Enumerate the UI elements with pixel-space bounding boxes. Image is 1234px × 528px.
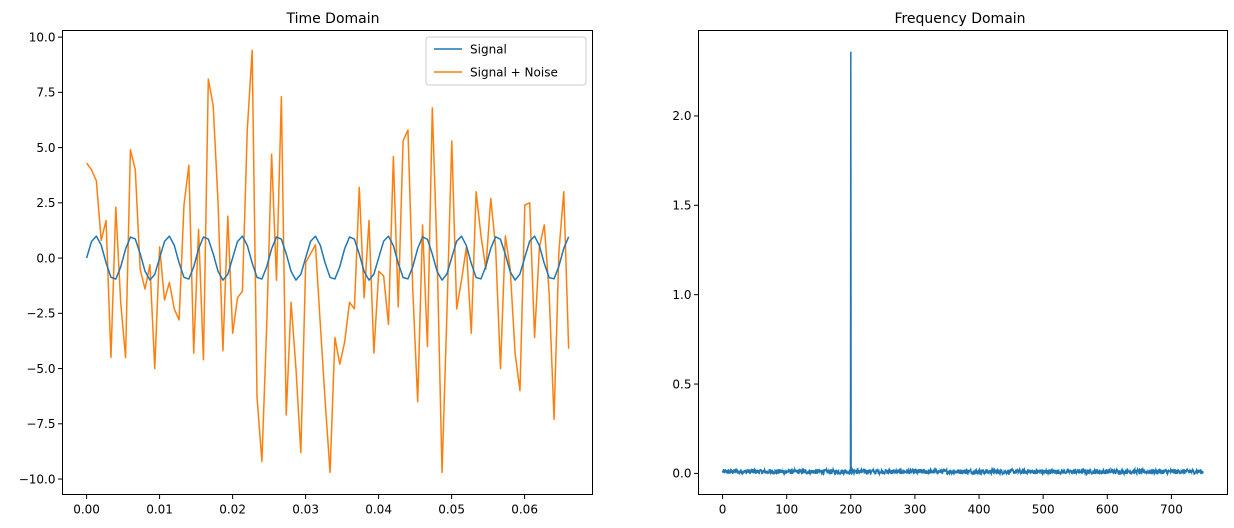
frequency-domain-y-tick-label: 0.0 bbox=[672, 467, 691, 481]
time-domain-y-ticks: −10.0 −7.5 −5.0 −2.5 0.0 2.5 5.0 7.5 10.0 bbox=[19, 30, 63, 486]
time-domain-y-tick-label: 2.5 bbox=[36, 196, 55, 210]
frequency-domain-x-tick-label: 100 bbox=[775, 503, 798, 517]
signal-noise-line bbox=[85, 49, 570, 474]
time-domain-x-tick-label: 0.05 bbox=[438, 503, 465, 517]
time-domain-x-ticks: 0.00 0.01 0.02 0.03 0.04 0.05 0.06 bbox=[73, 494, 538, 517]
frequency-domain-x-tick-label: 400 bbox=[968, 503, 991, 517]
frequency-domain-x-ticks: 0 100 200 300 400 500 600 700 bbox=[719, 494, 1183, 517]
frequency-domain-x-tick-label: 300 bbox=[903, 503, 926, 517]
time-domain-y-tick-label: −7.5 bbox=[26, 417, 55, 431]
time-domain-series-group bbox=[85, 49, 570, 474]
frequency-domain-axes-frame bbox=[698, 30, 1228, 495]
frequency-domain-title: Frequency Domain bbox=[894, 11, 1025, 27]
legend-signal-label: Signal bbox=[470, 43, 507, 57]
time-domain-y-tick-label: 10.0 bbox=[29, 30, 56, 44]
legend-frame bbox=[425, 36, 587, 86]
time-domain-axes-frame bbox=[62, 30, 593, 495]
frequency-domain-y-tick-label: 2.0 bbox=[672, 109, 691, 123]
time-domain-y-tick-label: −10.0 bbox=[19, 472, 56, 486]
time-domain-x-tick-label: 0.04 bbox=[365, 503, 392, 517]
time-domain-plot: Time Domain 0.00 0.01 0.02 0.03 0.04 0.05 0.06… bbox=[19, 11, 593, 517]
frequency-domain-y-tick-label: 1.0 bbox=[672, 288, 691, 302]
time-domain-title: Time Domain bbox=[285, 11, 379, 27]
time-domain-y-tick-label: −5.0 bbox=[26, 362, 55, 376]
time-domain-x-tick-label: 0.06 bbox=[511, 503, 538, 517]
time-domain-y-tick-label: 7.5 bbox=[36, 86, 55, 100]
frequency-domain-x-tick-label: 500 bbox=[1032, 503, 1055, 517]
frequency-domain-plot: Frequency Domain 0 100 200 300 400 500 600 700 … bbox=[672, 11, 1228, 517]
time-domain-legend: Signal Signal + Noise bbox=[425, 36, 587, 86]
frequency-domain-x-tick-label: 600 bbox=[1096, 503, 1119, 517]
time-domain-y-tick-label: 0.0 bbox=[36, 251, 55, 265]
time-domain-x-tick-label: 0.02 bbox=[219, 503, 246, 517]
frequency-domain-x-tick-label: 700 bbox=[1160, 503, 1183, 517]
time-domain-y-tick-label: −2.5 bbox=[26, 307, 55, 321]
frequency-domain-x-tick-label: 0 bbox=[719, 503, 727, 517]
frequency-domain-y-ticks: 0.0 0.5 1.0 1.5 2.0 bbox=[672, 109, 699, 481]
legend-signal-noise-label: Signal + Noise bbox=[470, 66, 558, 80]
frequency-domain-x-tick-label: 200 bbox=[839, 503, 862, 517]
time-domain-x-tick-label: 0.03 bbox=[292, 503, 319, 517]
frequency-domain-series-group bbox=[721, 51, 1204, 477]
frequency-domain-y-tick-label: 0.5 bbox=[672, 377, 691, 391]
time-domain-y-tick-label: 5.0 bbox=[36, 141, 55, 155]
signal-line bbox=[85, 235, 570, 281]
frequency-domain-y-tick-label: 1.5 bbox=[672, 199, 691, 213]
time-domain-x-tick-label: 0.01 bbox=[146, 503, 173, 517]
time-domain-x-tick-label: 0.00 bbox=[73, 503, 100, 517]
spectrum-line bbox=[721, 51, 1204, 477]
